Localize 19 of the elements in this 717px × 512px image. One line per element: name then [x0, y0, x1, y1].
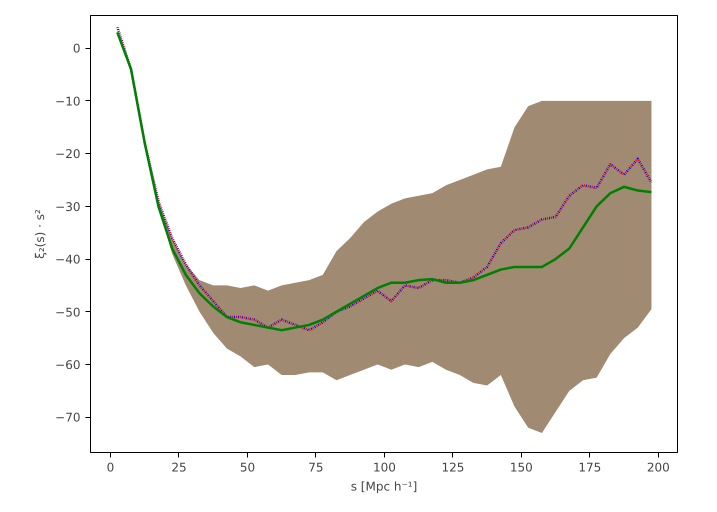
- y-tick-label: 0: [72, 42, 81, 56]
- x-tick-label: 100: [372, 460, 396, 474]
- x-tick-label: 0: [106, 460, 114, 474]
- y-tick-label: −10: [55, 94, 81, 108]
- y-tick-label: −50: [55, 305, 81, 320]
- y-tick-label: −70: [55, 410, 81, 425]
- x-tick-label: 125: [441, 460, 464, 474]
- x-tick-label: 200: [646, 460, 670, 474]
- x-tick-label: 150: [510, 460, 533, 474]
- x-tick-label: 175: [578, 460, 602, 474]
- x-axis-title: s [Mpc h⁻¹]: [350, 480, 418, 494]
- y-tick-label: −20: [55, 147, 81, 162]
- y-axis-title: ξ₂(s) · s²: [33, 209, 48, 259]
- y-tick-label: −40: [55, 252, 81, 267]
- x-tick-label: 50: [240, 460, 256, 474]
- y-tick-label: −60: [55, 358, 81, 372]
- x-tick-label: 25: [171, 460, 187, 474]
- x-tick-label: 75: [308, 460, 324, 474]
- y-tick-label: −30: [55, 200, 81, 214]
